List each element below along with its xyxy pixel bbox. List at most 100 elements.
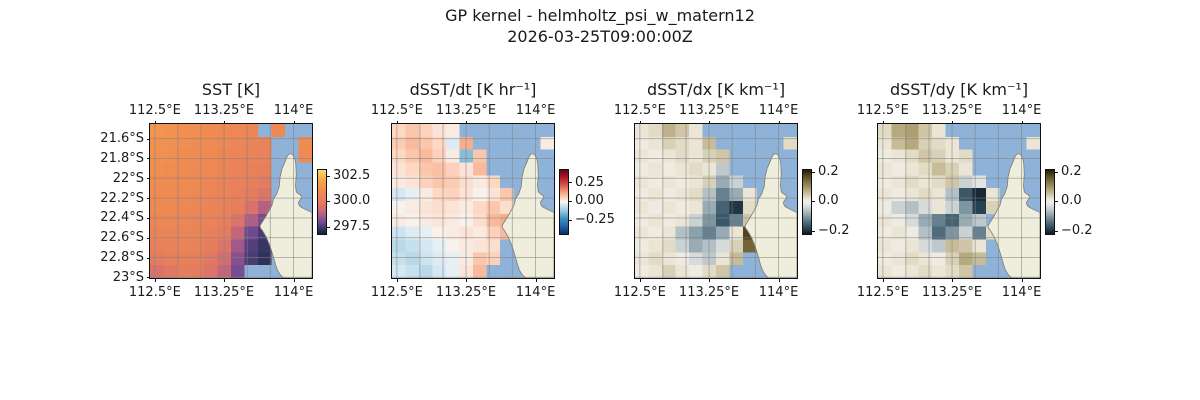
x-tick-label-bottom: 113.25°E: [435, 285, 497, 300]
y-tick-label: 22.8°S: [100, 250, 144, 266]
x-tick-label-top: 112.5°E: [370, 103, 423, 118]
colorbar-tick-label: 0.0: [818, 193, 839, 209]
x-tick-label-bottom: 114°E: [273, 285, 314, 300]
x-tick-mark: [293, 278, 295, 282]
coastline-grid-layer: [150, 124, 312, 278]
x-tick-label-bottom: 112.5°E: [370, 285, 423, 300]
colorbar-tick-label: −0.2: [1061, 223, 1093, 239]
colorbar-tick-mark: [1054, 171, 1058, 173]
colorbar-tick-mark: [326, 175, 330, 177]
y-tick-label: 21.8°S: [100, 150, 144, 166]
y-tick-label: 22.4°S: [100, 210, 144, 226]
y-tick-mark: [146, 257, 150, 259]
x-tick-label-top: 114°E: [1001, 103, 1042, 118]
figure-timestamp: 2026-03-25T09:00:00Z: [507, 27, 693, 46]
x-tick-label-bottom: 113.25°E: [921, 285, 983, 300]
colorbar-tick-label: 0.0: [1061, 193, 1082, 209]
x-tick-label-bottom: 113.25°E: [678, 285, 740, 300]
x-tick-label-top: 113.25°E: [435, 103, 497, 118]
colorbar-tick-label: 0.2: [818, 164, 839, 180]
panel-title: dSST/dt [K hr⁻¹]: [409, 80, 537, 99]
x-tick-mark: [952, 120, 954, 124]
colorbar-tick-mark: [568, 219, 572, 221]
x-tick-label-bottom: 114°E: [1001, 285, 1042, 300]
x-tick-mark: [639, 278, 641, 282]
x-tick-label-top: 113.25°E: [193, 103, 255, 118]
x-tick-mark: [154, 120, 156, 124]
y-tick-mark: [146, 158, 150, 160]
x-tick-mark: [709, 120, 711, 124]
map-dsst-dt: [391, 123, 555, 279]
x-tick-mark: [224, 120, 226, 124]
x-tick-mark: [709, 278, 711, 282]
colorbar: [317, 169, 327, 235]
y-tick-label: 22.6°S: [100, 230, 144, 246]
x-tick-mark: [1021, 278, 1023, 282]
x-tick-label-bottom: 112.5°E: [128, 285, 181, 300]
x-tick-label-bottom: 112.5°E: [856, 285, 909, 300]
x-tick-mark: [535, 278, 537, 282]
x-tick-mark: [882, 120, 884, 124]
land-polygon: [745, 154, 797, 278]
x-tick-mark: [224, 278, 226, 282]
x-tick-label-top: 114°E: [273, 103, 314, 118]
x-tick-mark: [639, 120, 641, 124]
x-tick-mark: [778, 120, 780, 124]
x-tick-mark: [466, 120, 468, 124]
x-tick-label-top: 114°E: [515, 103, 556, 118]
colorbar: [802, 169, 812, 235]
y-tick-label: 21.6°S: [100, 131, 144, 147]
y-tick-label: 22°S: [112, 170, 144, 186]
figure-title: GP kernel - helmholtz_psi_w_matern12: [445, 6, 755, 25]
colorbar-tick-label: −0.2: [818, 223, 850, 239]
colorbar-tick-label: 300.0: [333, 193, 371, 209]
coastline-grid-layer: [635, 124, 797, 278]
x-tick-mark: [952, 278, 954, 282]
coastline-grid-layer: [878, 124, 1040, 278]
colorbar-tick-mark: [811, 171, 815, 173]
colorbar-tick-mark: [326, 226, 330, 228]
x-tick-label-bottom: 113.25°E: [193, 285, 255, 300]
x-tick-label-top: 112.5°E: [856, 103, 909, 118]
x-tick-label-top: 114°E: [758, 103, 799, 118]
colorbar-tick-label: 0.2: [1061, 164, 1082, 180]
land-polygon: [260, 154, 312, 278]
y-tick-mark: [146, 277, 150, 279]
y-tick-mark: [146, 178, 150, 180]
x-tick-mark: [535, 120, 537, 124]
colorbar: [1045, 169, 1055, 235]
y-tick-label: 22.2°S: [100, 190, 144, 206]
x-tick-mark: [396, 120, 398, 124]
panel-title: dSST/dy [K km⁻¹]: [889, 80, 1029, 99]
map-dsst-dy: [877, 123, 1041, 279]
x-tick-mark: [293, 120, 295, 124]
x-tick-mark: [778, 278, 780, 282]
x-tick-label-top: 112.5°E: [128, 103, 181, 118]
colorbar-tick-label: 0.00: [575, 193, 604, 209]
colorbar-tick-label: 302.5: [333, 168, 371, 184]
x-tick-label-top: 112.5°E: [613, 103, 666, 118]
panel-title: SST [K]: [201, 80, 261, 99]
x-tick-label-top: 113.25°E: [678, 103, 740, 118]
coastline-grid-layer: [392, 124, 554, 278]
x-tick-label-top: 113.25°E: [921, 103, 983, 118]
colorbar-tick-label: 0.25: [575, 174, 604, 190]
x-tick-mark: [1021, 120, 1023, 124]
y-tick-mark: [146, 237, 150, 239]
colorbar-tick-mark: [811, 230, 815, 232]
land-polygon: [988, 154, 1040, 278]
y-tick-label: 23°S: [112, 269, 144, 285]
colorbar: [559, 169, 569, 235]
panel-title: dSST/dx [K km⁻¹]: [646, 80, 786, 99]
x-tick-mark: [466, 278, 468, 282]
colorbar-tick-mark: [1054, 230, 1058, 232]
colorbar-tick-label: 297.5: [333, 219, 371, 235]
colorbar-tick-mark: [1054, 200, 1058, 202]
x-tick-label-bottom: 114°E: [758, 285, 799, 300]
colorbar-tick-label: −0.25: [575, 212, 615, 228]
y-tick-mark: [146, 198, 150, 200]
colorbar-tick-mark: [568, 182, 572, 184]
y-tick-mark: [146, 138, 150, 140]
map-dsst-dx: [634, 123, 798, 279]
